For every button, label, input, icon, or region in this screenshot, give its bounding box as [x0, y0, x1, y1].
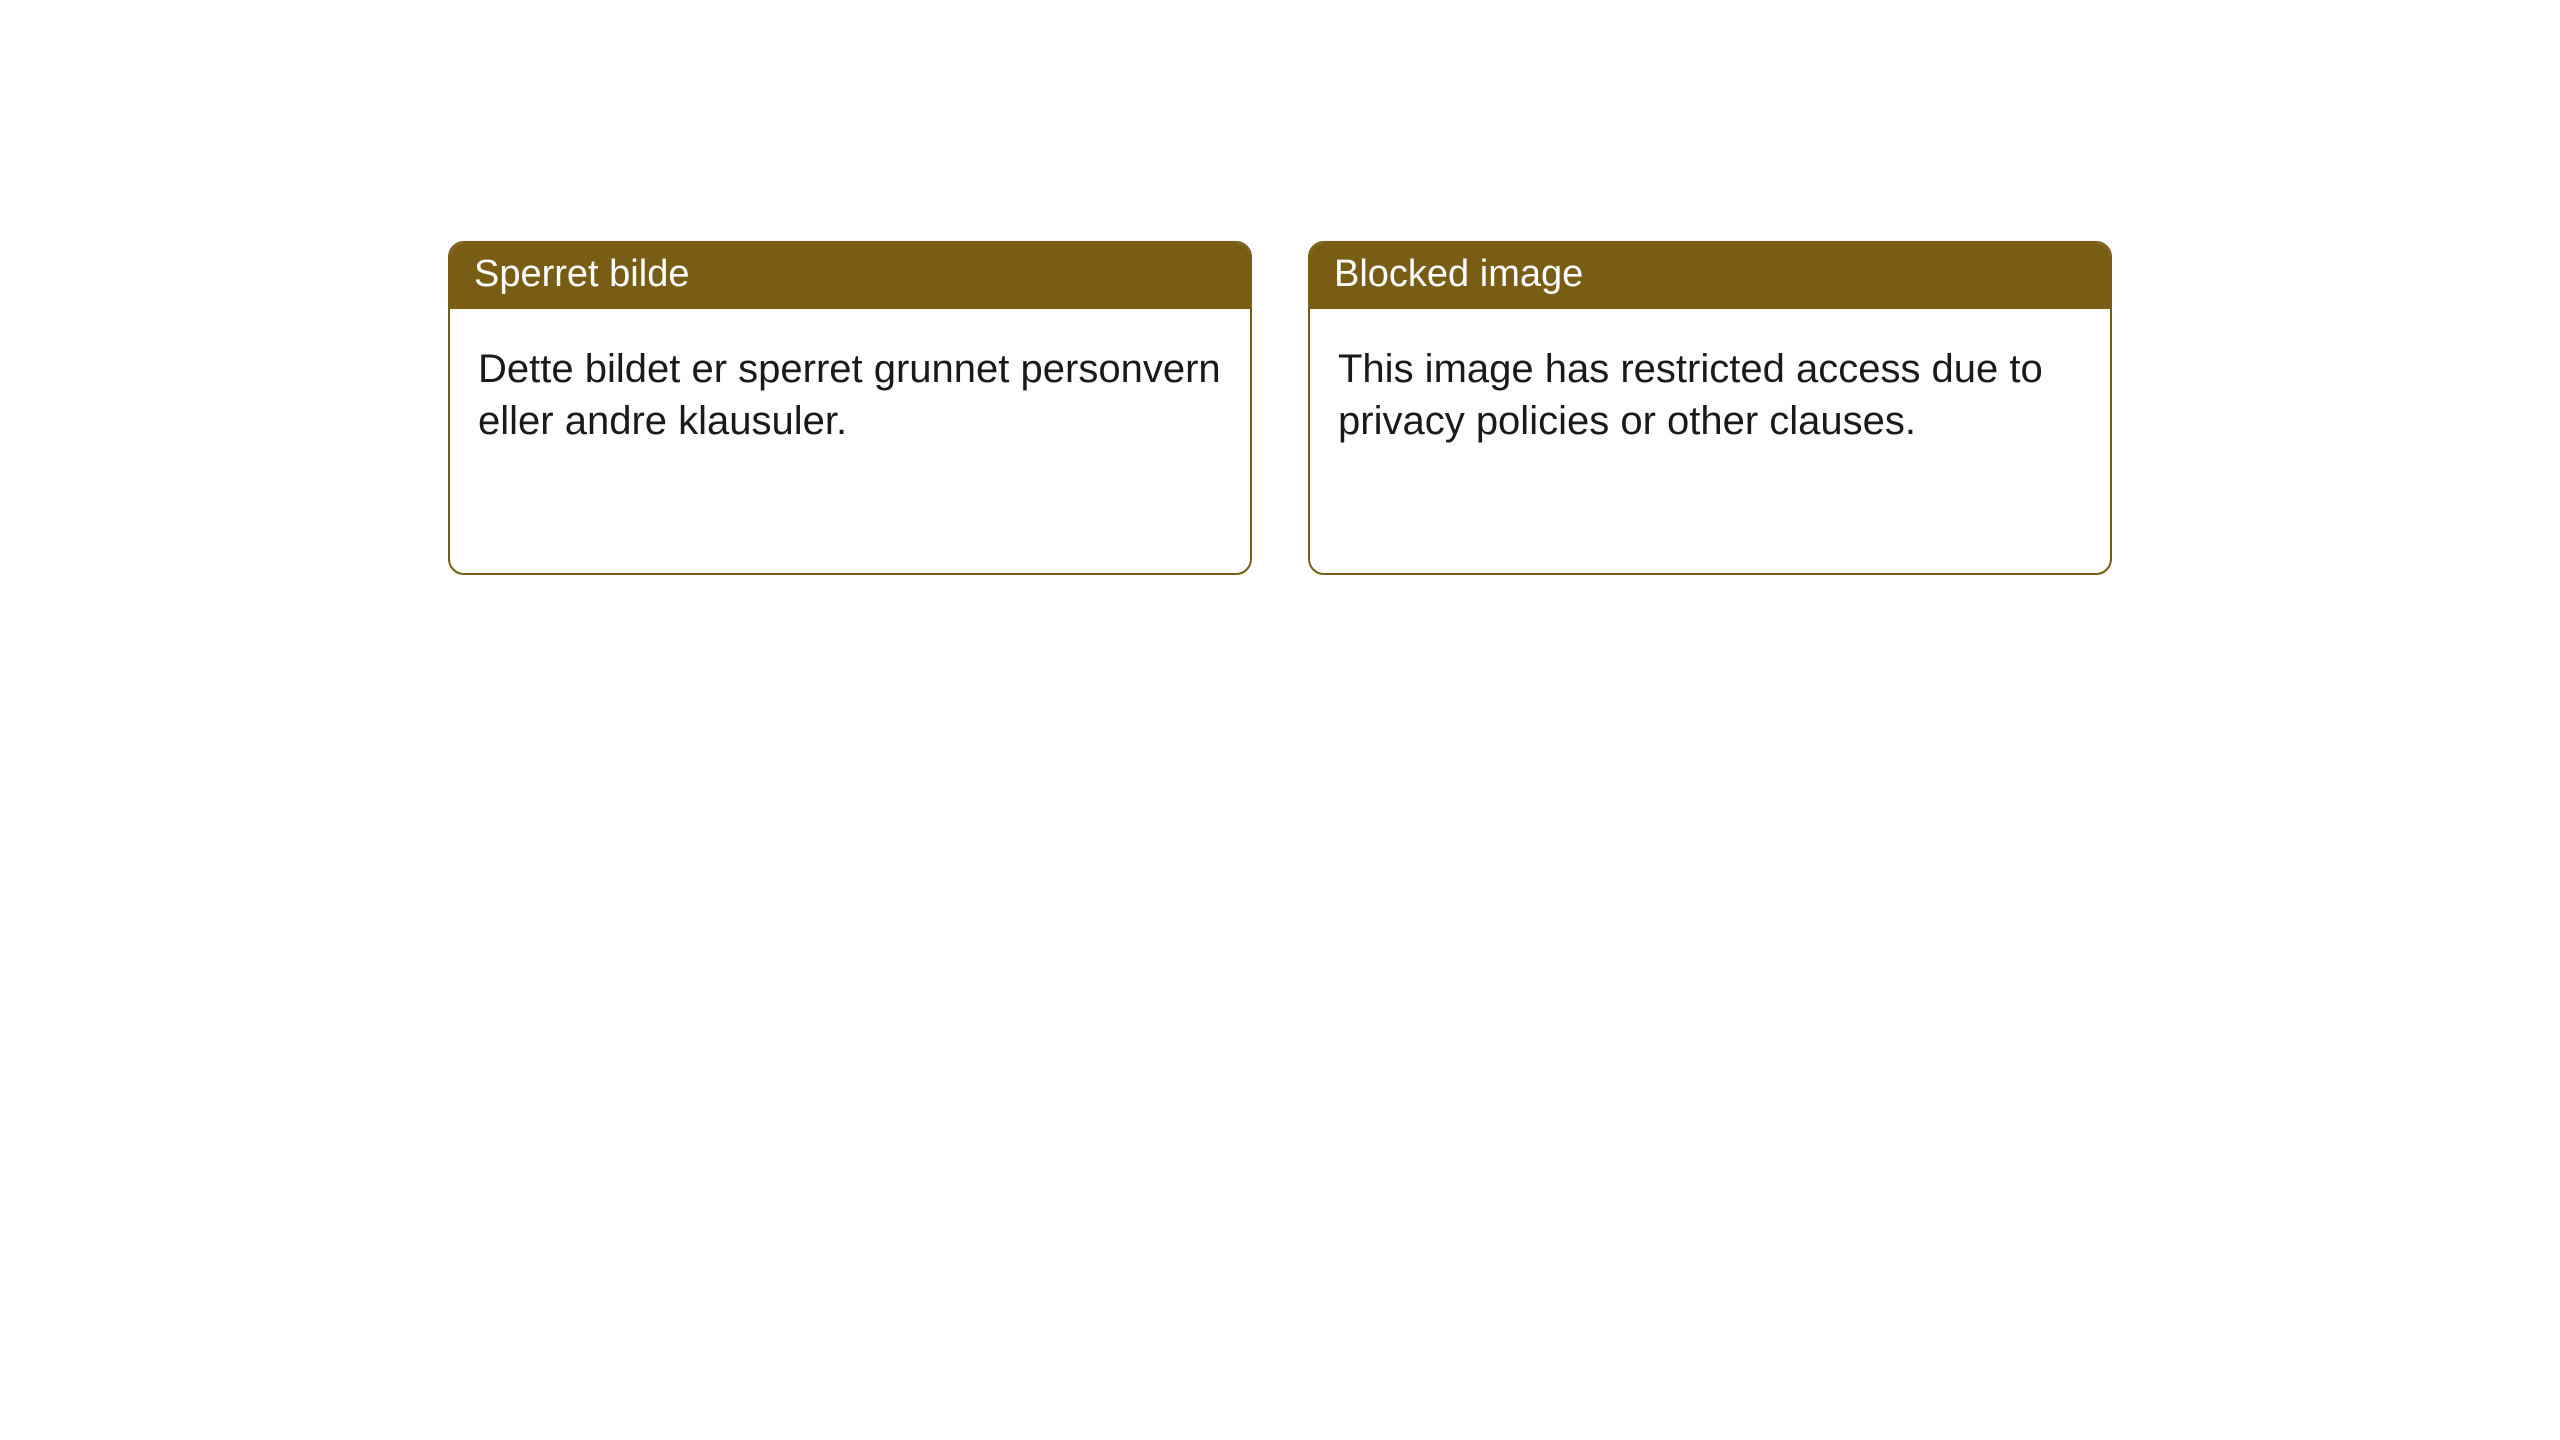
notice-card-norwegian: Sperret bilde Dette bildet er sperret gr…: [448, 241, 1252, 575]
notice-card-body: Dette bildet er sperret grunnet personve…: [450, 309, 1250, 481]
notice-title: Sperret bilde: [474, 253, 689, 295]
notice-card-header: Blocked image: [1310, 243, 2110, 309]
notice-container: Sperret bilde Dette bildet er sperret gr…: [0, 0, 2560, 575]
notice-message: Dette bildet er sperret grunnet personve…: [478, 347, 1221, 443]
notice-message: This image has restricted access due to …: [1338, 347, 2043, 443]
notice-card-body: This image has restricted access due to …: [1310, 309, 2110, 481]
notice-card-english: Blocked image This image has restricted …: [1308, 241, 2112, 575]
notice-card-header: Sperret bilde: [450, 243, 1250, 309]
notice-title: Blocked image: [1334, 253, 1583, 295]
